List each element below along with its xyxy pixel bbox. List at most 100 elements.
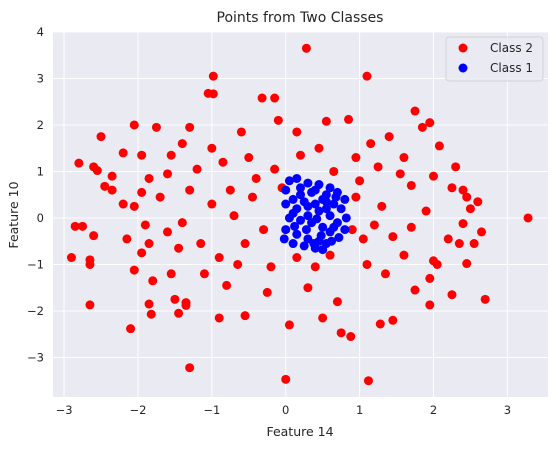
y-tick-label: 4: [37, 25, 44, 39]
data-point: [185, 363, 195, 373]
data-point: [336, 204, 346, 214]
data-point: [192, 164, 202, 174]
data-point: [292, 173, 302, 183]
data-point: [346, 332, 356, 342]
data-point: [74, 158, 84, 168]
series-class-2: [66, 43, 533, 386]
data-point: [222, 280, 232, 290]
data-point: [351, 192, 361, 202]
data-point: [432, 259, 442, 269]
data-point: [185, 185, 195, 195]
data-point: [144, 239, 154, 249]
data-point: [347, 225, 357, 235]
data-point: [129, 201, 139, 211]
data-point: [462, 259, 472, 269]
data-point: [218, 157, 228, 167]
data-point: [410, 285, 420, 295]
data-point: [155, 192, 165, 202]
data-point: [366, 139, 376, 149]
data-point: [170, 294, 180, 304]
data-point: [92, 166, 102, 176]
y-tick-label: 3: [37, 71, 44, 85]
data-point: [314, 206, 324, 216]
data-point: [321, 190, 331, 200]
data-point: [406, 180, 416, 190]
data-points: [66, 43, 533, 386]
data-point: [292, 127, 302, 137]
data-point: [262, 287, 272, 297]
data-point: [318, 313, 328, 323]
plot-area: [53, 32, 548, 397]
data-point: [321, 204, 331, 214]
data-point: [351, 153, 361, 163]
x-tick-label: 2: [430, 403, 437, 417]
y-axis-label: Feature 10: [6, 181, 21, 248]
data-point: [185, 122, 195, 132]
data-point: [425, 300, 435, 310]
data-point: [174, 308, 184, 318]
data-point: [469, 239, 479, 249]
data-point: [288, 208, 298, 218]
data-point: [284, 176, 294, 186]
data-point: [310, 199, 320, 209]
data-point: [321, 197, 331, 207]
data-point: [240, 311, 250, 321]
data-point: [207, 199, 217, 209]
data-point: [270, 93, 280, 103]
data-point: [137, 150, 147, 160]
data-point: [296, 215, 305, 225]
data-point: [417, 122, 427, 132]
y-tick-label: −1: [27, 257, 44, 271]
data-point: [214, 253, 224, 263]
legend-marker-class-2: [458, 43, 468, 53]
data-point: [288, 239, 298, 249]
data-point: [425, 273, 435, 283]
data-point: [425, 118, 435, 128]
data-point: [259, 225, 269, 235]
data-point: [363, 376, 373, 386]
data-point: [309, 239, 319, 249]
data-point: [146, 309, 156, 319]
data-point: [196, 239, 206, 249]
data-point: [281, 374, 291, 384]
data-point: [406, 222, 416, 232]
data-point: [303, 211, 313, 221]
tick-labels: −3 −2 −1 0 1 2 3 −3 −2 −1 0 1 2 3 4: [27, 25, 511, 417]
data-point: [247, 192, 257, 202]
data-point: [327, 236, 337, 246]
data-point: [281, 185, 291, 195]
data-point: [303, 283, 313, 293]
data-point: [166, 150, 176, 160]
legend: Class 2 Class 1: [445, 36, 544, 82]
data-point: [107, 185, 117, 195]
data-point: [318, 245, 328, 255]
y-tick-label: −2: [27, 304, 44, 318]
data-point: [284, 320, 294, 330]
data-point: [89, 231, 99, 241]
data-point: [329, 199, 339, 209]
data-point: [344, 114, 354, 124]
data-point: [181, 300, 191, 310]
data-point: [316, 231, 326, 241]
data-point: [388, 232, 398, 242]
data-point: [421, 206, 431, 216]
data-point: [288, 194, 298, 204]
data-point: [270, 164, 280, 174]
data-point: [100, 181, 110, 191]
data-point: [325, 183, 335, 193]
data-point: [144, 299, 154, 309]
data-point: [355, 176, 365, 186]
data-point: [388, 315, 398, 325]
data-point: [144, 173, 154, 183]
data-point: [358, 234, 368, 244]
data-point: [334, 233, 344, 243]
legend-label-class-2: Class 2: [490, 41, 533, 55]
data-point: [299, 241, 309, 251]
data-point: [477, 227, 487, 237]
data-point: [137, 187, 147, 197]
data-point: [362, 259, 372, 269]
data-point: [240, 239, 250, 249]
data-point: [137, 248, 147, 258]
data-point: [410, 106, 420, 116]
